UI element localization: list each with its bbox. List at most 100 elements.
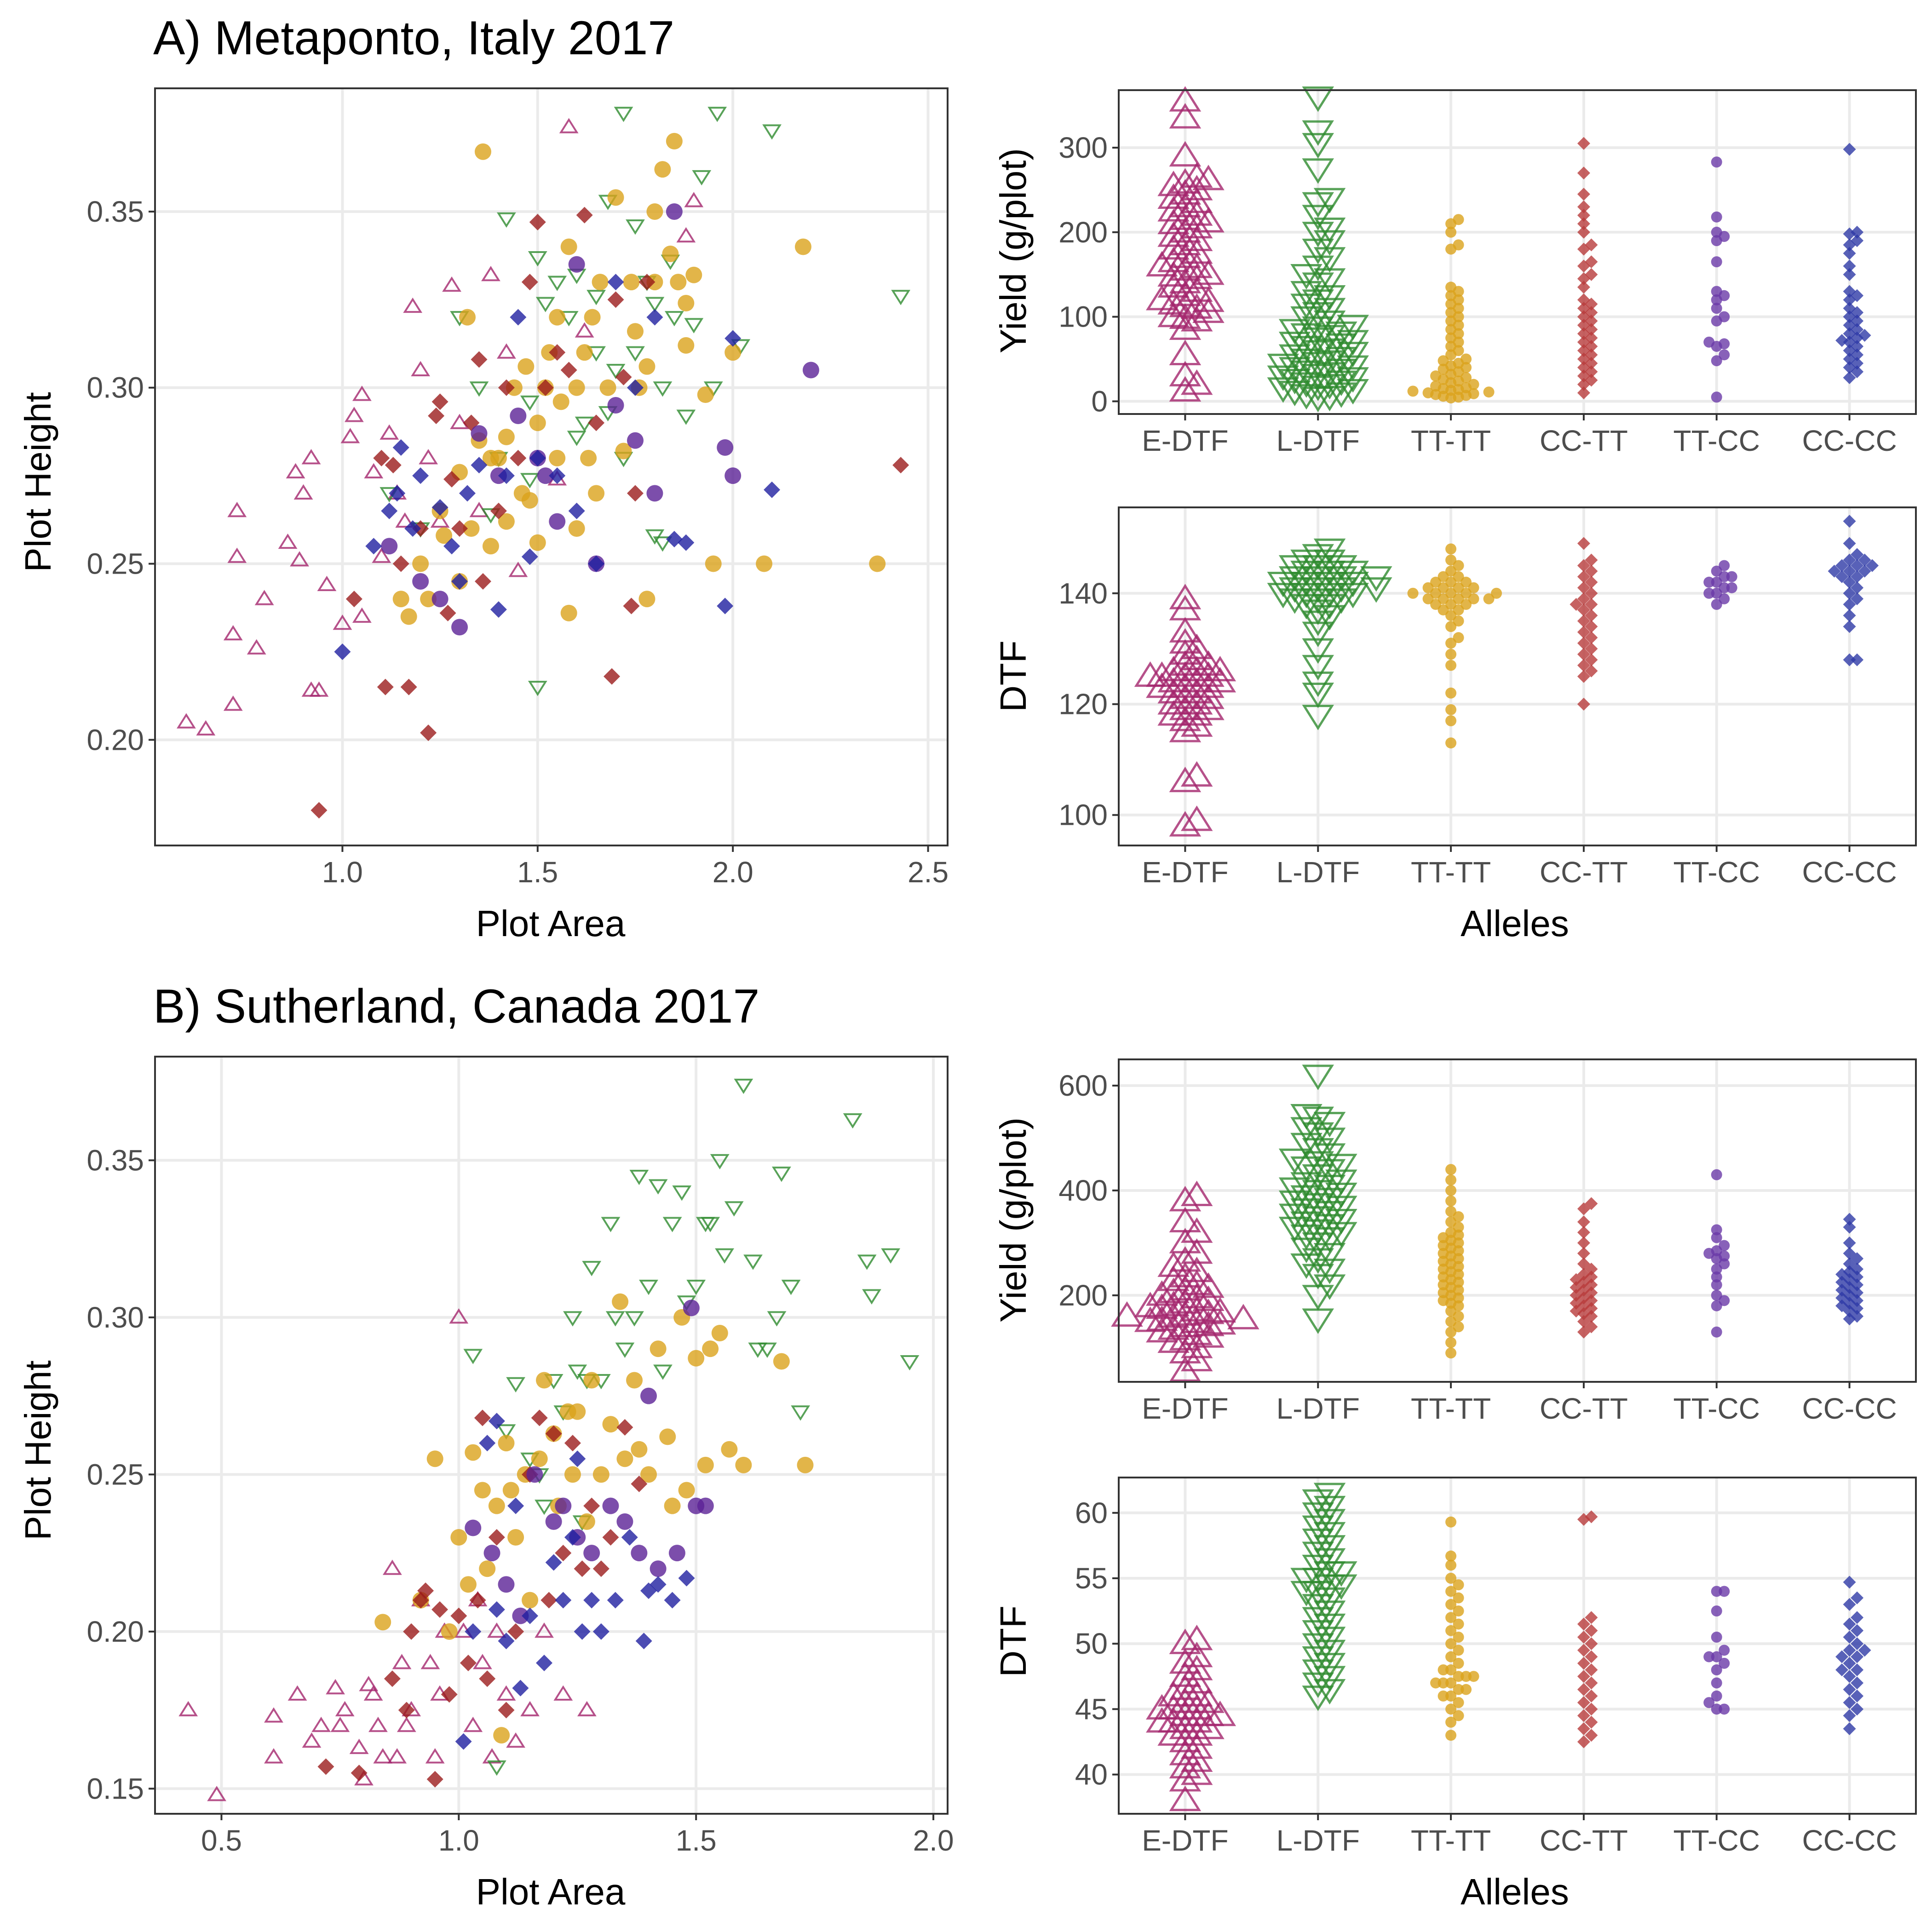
data-point bbox=[1577, 626, 1590, 639]
data-point bbox=[1180, 1681, 1213, 1707]
data-point bbox=[1290, 1172, 1322, 1198]
x-tick-label: E-DTF bbox=[1142, 1824, 1228, 1857]
data-point bbox=[1146, 1280, 1178, 1306]
data-point bbox=[1453, 1579, 1464, 1591]
data-point bbox=[254, 590, 274, 605]
data-point bbox=[1180, 1668, 1213, 1694]
data-point bbox=[498, 1435, 515, 1452]
data-point bbox=[1843, 620, 1856, 633]
data-point bbox=[676, 409, 696, 425]
data-point bbox=[1146, 1707, 1178, 1733]
data-point bbox=[580, 449, 597, 466]
data-point bbox=[330, 1717, 350, 1732]
data-point bbox=[512, 1607, 529, 1624]
data-point bbox=[568, 256, 585, 273]
data-point bbox=[1290, 264, 1322, 290]
data-point bbox=[549, 449, 566, 466]
data-point bbox=[1851, 592, 1864, 605]
data-point bbox=[528, 251, 547, 267]
data-point bbox=[1445, 1559, 1457, 1571]
data-point bbox=[384, 1670, 401, 1687]
data-point bbox=[1453, 1710, 1464, 1721]
data-point bbox=[498, 1633, 515, 1650]
data-point bbox=[1302, 1607, 1334, 1633]
data-point bbox=[662, 245, 679, 262]
data-point bbox=[1180, 225, 1213, 251]
data-point bbox=[382, 1559, 402, 1575]
data-point bbox=[1585, 631, 1598, 644]
data-point bbox=[302, 1732, 322, 1748]
data-point bbox=[1445, 1664, 1457, 1676]
data-point bbox=[520, 473, 540, 489]
data-point bbox=[385, 457, 402, 474]
data-point bbox=[463, 520, 480, 537]
data-point bbox=[627, 323, 644, 340]
data-point bbox=[1711, 1271, 1722, 1283]
x-tick-label: CC-CC bbox=[1802, 424, 1897, 457]
data-point bbox=[374, 1614, 391, 1631]
data-point bbox=[1711, 1326, 1722, 1338]
data-point bbox=[1835, 1663, 1849, 1677]
data-point bbox=[359, 1676, 379, 1691]
data-point bbox=[1843, 259, 1856, 273]
data-point bbox=[352, 385, 372, 401]
data-point bbox=[599, 379, 616, 396]
data-point bbox=[602, 1529, 619, 1546]
data-point bbox=[1577, 200, 1590, 213]
data-point bbox=[496, 1424, 516, 1440]
data-point bbox=[582, 1261, 602, 1276]
data-point bbox=[488, 1529, 505, 1546]
data-point bbox=[662, 1217, 682, 1232]
data-point bbox=[395, 512, 415, 528]
data-point bbox=[575, 322, 594, 338]
data-point bbox=[568, 379, 585, 396]
data-point bbox=[387, 1748, 407, 1764]
y-tick-label: 0 bbox=[1091, 385, 1108, 418]
data-point bbox=[623, 598, 640, 615]
data-point bbox=[1453, 632, 1464, 644]
data-point bbox=[1843, 653, 1856, 667]
data-point bbox=[646, 309, 663, 326]
data-point bbox=[1468, 388, 1479, 399]
data-point bbox=[1445, 610, 1457, 621]
data-point bbox=[638, 358, 656, 375]
data-point bbox=[1703, 587, 1715, 599]
data-point bbox=[334, 643, 351, 660]
data-point bbox=[1453, 239, 1464, 251]
data-point bbox=[1851, 653, 1864, 667]
data-point bbox=[1445, 660, 1457, 671]
data-point bbox=[567, 431, 586, 446]
data-point bbox=[584, 309, 601, 326]
data-point bbox=[583, 1497, 600, 1514]
data-point bbox=[1169, 230, 1202, 256]
data-point bbox=[1719, 311, 1730, 322]
data-point bbox=[1302, 238, 1334, 264]
data-point bbox=[549, 513, 566, 530]
data-point bbox=[1157, 221, 1190, 247]
data-point bbox=[1180, 761, 1213, 787]
data-point bbox=[702, 1340, 719, 1357]
data-point bbox=[1843, 268, 1856, 281]
data-point bbox=[1460, 576, 1472, 588]
data-point bbox=[578, 1513, 595, 1530]
data-point bbox=[207, 1786, 227, 1801]
data-point bbox=[1337, 367, 1369, 393]
data-point bbox=[529, 534, 546, 551]
data-point bbox=[1134, 661, 1167, 687]
data-point bbox=[450, 1607, 467, 1624]
data-point bbox=[1577, 615, 1590, 628]
data-point bbox=[638, 591, 656, 608]
data-point bbox=[351, 1765, 368, 1782]
data-point bbox=[1453, 1644, 1464, 1656]
data-point bbox=[487, 1760, 506, 1776]
data-point bbox=[317, 575, 337, 591]
data-point bbox=[1445, 1206, 1457, 1217]
data-point bbox=[1711, 1605, 1722, 1617]
data-point bbox=[1430, 587, 1442, 599]
data-point bbox=[535, 1622, 554, 1638]
data-point bbox=[1460, 372, 1472, 383]
data-point bbox=[428, 407, 445, 424]
data-point bbox=[1169, 376, 1202, 402]
data-point bbox=[575, 416, 594, 432]
data-point bbox=[474, 143, 491, 160]
